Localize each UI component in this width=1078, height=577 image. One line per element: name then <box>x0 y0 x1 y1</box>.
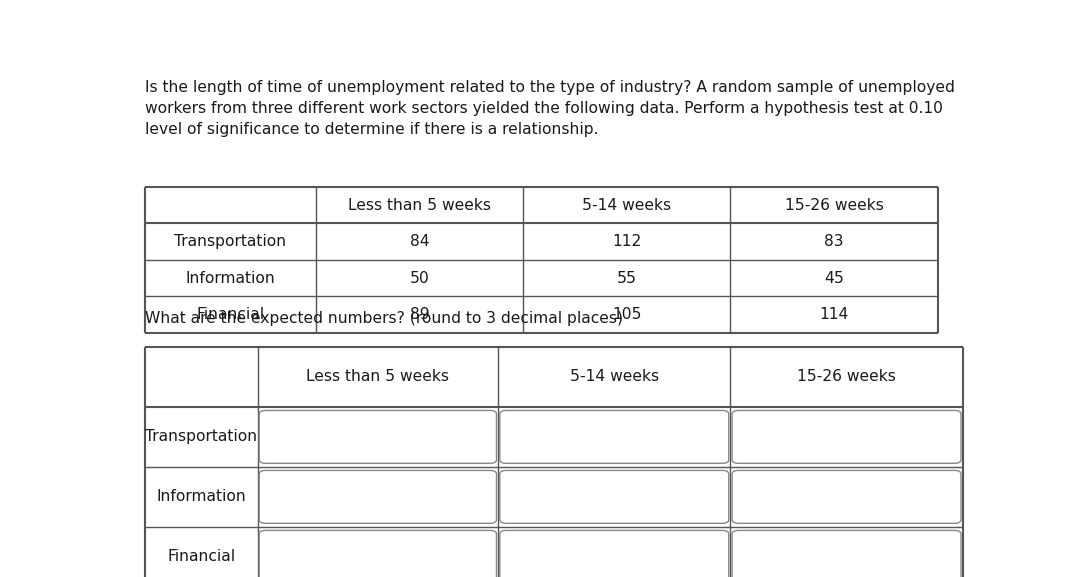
Text: 105: 105 <box>612 307 641 322</box>
FancyBboxPatch shape <box>500 530 729 577</box>
Text: Less than 5 weeks: Less than 5 weeks <box>306 369 450 384</box>
Text: 45: 45 <box>824 271 844 286</box>
Text: 5-14 weeks: 5-14 weeks <box>570 369 659 384</box>
FancyBboxPatch shape <box>259 470 497 523</box>
Text: 50: 50 <box>410 271 429 286</box>
FancyBboxPatch shape <box>259 410 497 463</box>
Text: Information: Information <box>185 271 275 286</box>
Text: Financial: Financial <box>167 549 235 564</box>
Text: 5-14 weeks: 5-14 weeks <box>582 198 672 213</box>
FancyBboxPatch shape <box>732 530 960 577</box>
Text: 89: 89 <box>410 307 429 322</box>
Text: 15-26 weeks: 15-26 weeks <box>785 198 884 213</box>
Text: Information: Information <box>156 489 246 504</box>
Text: Financial: Financial <box>196 307 264 322</box>
FancyBboxPatch shape <box>259 530 497 577</box>
Text: 84: 84 <box>410 234 429 249</box>
Text: Transportation: Transportation <box>175 234 287 249</box>
Text: 55: 55 <box>617 271 637 286</box>
FancyBboxPatch shape <box>732 470 960 523</box>
Text: 83: 83 <box>825 234 844 249</box>
FancyBboxPatch shape <box>732 410 960 463</box>
FancyBboxPatch shape <box>500 410 729 463</box>
Text: 15-26 weeks: 15-26 weeks <box>797 369 896 384</box>
Text: What are the expected numbers? (round to 3 decimal places): What are the expected numbers? (round to… <box>144 312 623 327</box>
Text: 112: 112 <box>612 234 641 249</box>
Text: Less than 5 weeks: Less than 5 weeks <box>348 198 492 213</box>
FancyBboxPatch shape <box>500 470 729 523</box>
Text: 114: 114 <box>819 307 848 322</box>
Text: Transportation: Transportation <box>146 429 258 444</box>
Text: Is the length of time of unemployment related to the type of industry? A random : Is the length of time of unemployment re… <box>144 80 955 137</box>
